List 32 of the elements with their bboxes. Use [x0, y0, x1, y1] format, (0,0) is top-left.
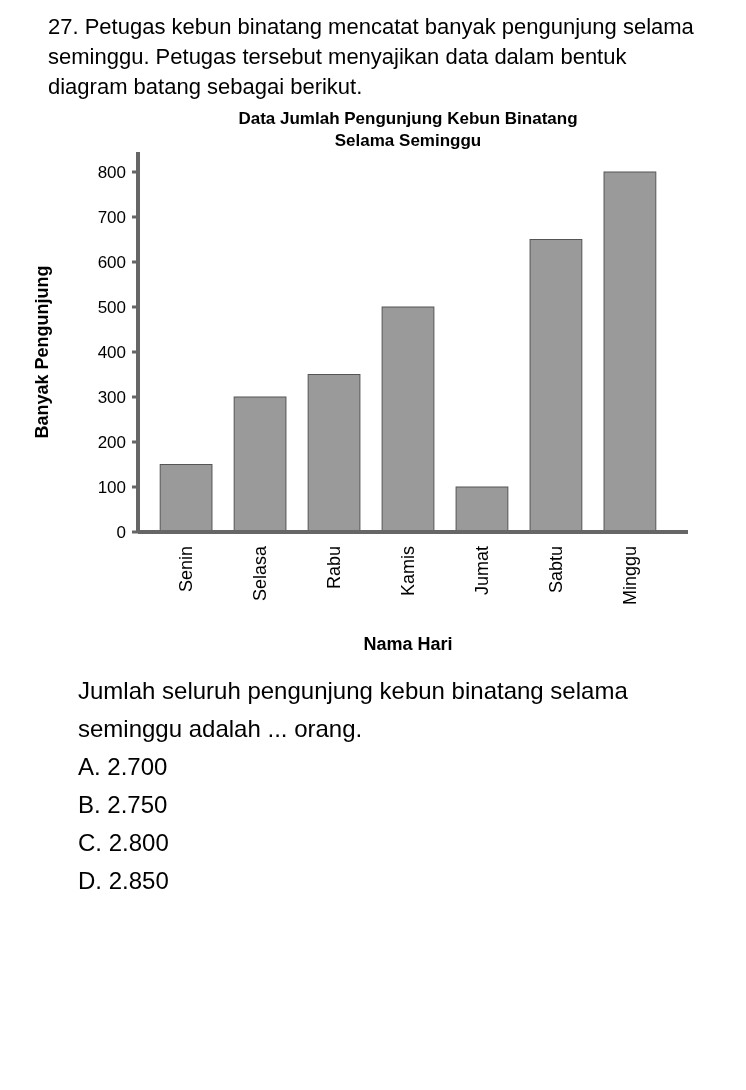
y-tick-label: 200: [97, 432, 126, 452]
bar: [159, 464, 213, 533]
x-tick-label: Senin: [176, 546, 197, 593]
x-tick-label: Kamis: [398, 546, 419, 597]
bar: [529, 239, 583, 533]
y-tick-label: 700: [97, 207, 126, 227]
y-tick-label: 100: [97, 477, 126, 497]
y-axis-title: Banyak Pengunjung: [32, 265, 52, 439]
bar: [307, 374, 361, 533]
bar: [455, 486, 509, 533]
text: D. 2.850: [77, 866, 170, 896]
text: B. 2.750: [77, 790, 169, 820]
bar: [233, 396, 287, 533]
bar: [603, 171, 657, 533]
y-tick-label: 800: [97, 162, 126, 182]
y-tick-label: 400: [97, 342, 126, 362]
y-tick-label: 600: [97, 252, 126, 272]
x-axis-title: Nama Hari: [363, 634, 453, 654]
y-tick-label: 300: [97, 387, 126, 407]
x-tick-label: Selasa: [250, 545, 271, 602]
text: 27. Petugas kebun binatang mencatat banyak pengunjung selama seminggu. Petugas tersebut menyajikan data dalam bentuk diagram batang sebagai berikut.: [47, 13, 695, 101]
bar: [381, 306, 435, 533]
chart-title: Data Jumlah Pengunjung Kebun Binatang Selama Seminggu: [238, 109, 578, 150]
text: Jumlah seluruh pengunjung kebun binatang selama seminggu adalah ... orang.: [77, 676, 629, 744]
text: A. 2.700: [77, 752, 169, 782]
text: C. 2.800: [77, 828, 170, 858]
x-tick-label: Rabu: [324, 546, 345, 590]
x-tick-label: Minggu: [620, 546, 641, 606]
y-tick-label: 0: [116, 522, 126, 542]
x-tick-label: Sabtu: [546, 546, 567, 594]
y-tick-label: 500: [97, 297, 126, 317]
x-tick-label: Jumat: [472, 546, 493, 596]
